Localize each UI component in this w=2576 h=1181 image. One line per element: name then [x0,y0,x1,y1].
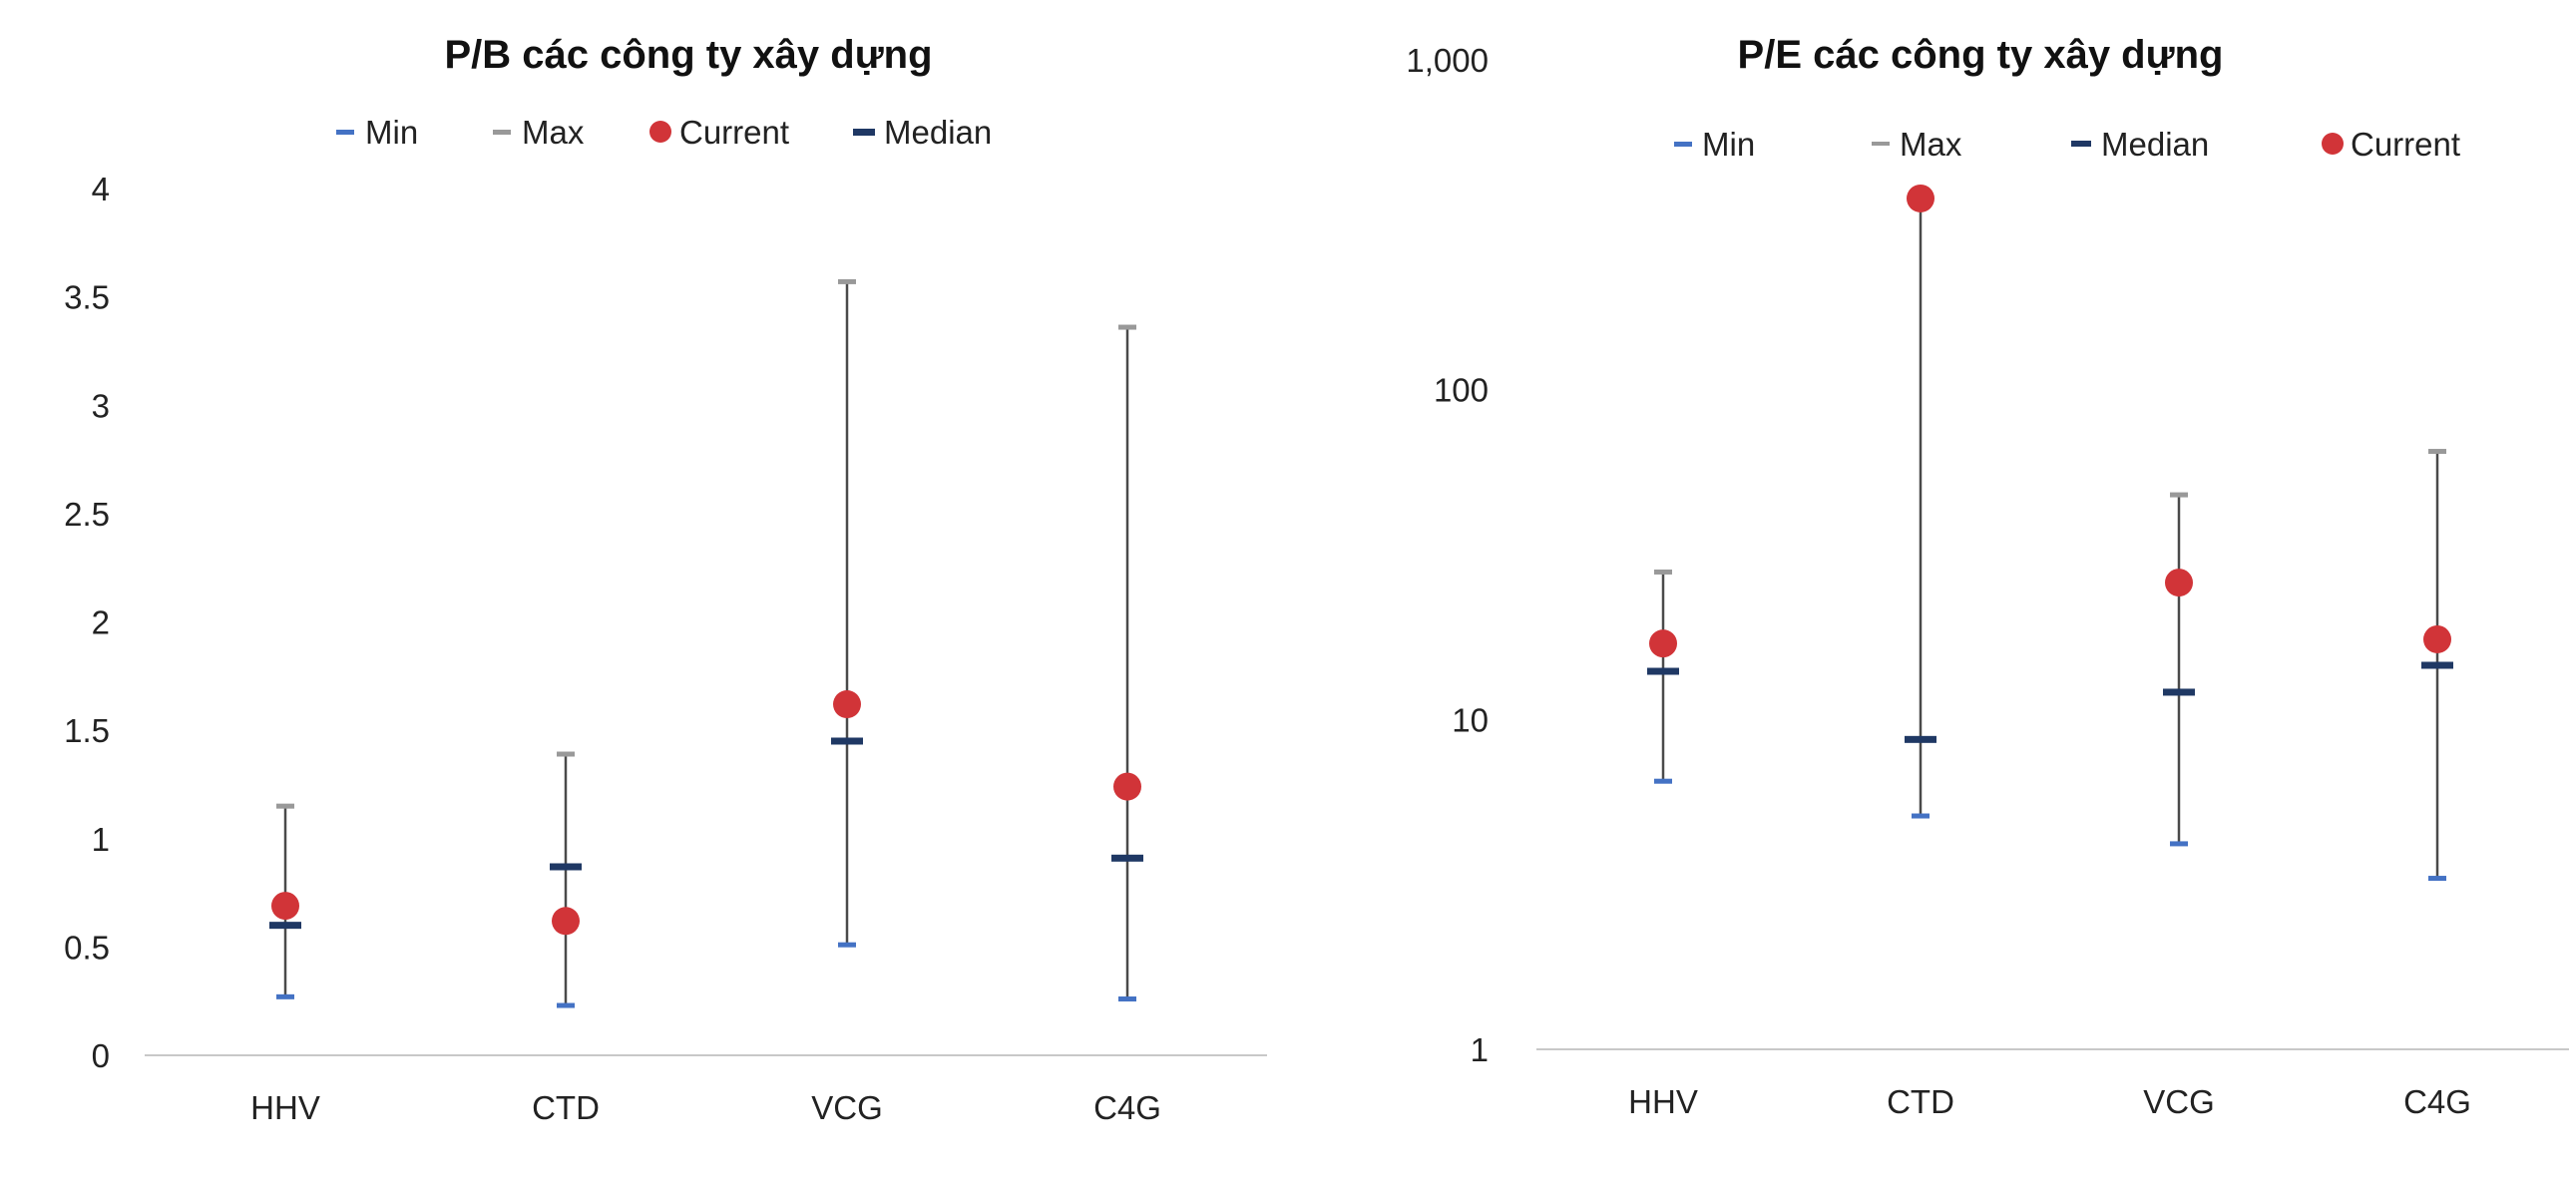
pb-legend-max-label: Max [522,114,585,151]
pb-max-mark-ctd [557,751,575,757]
pb-legend: Min Max Current Median [336,114,992,151]
pb-y-tick-label: 4 [92,171,110,207]
pe-x-tick-label: C4G [2403,1083,2471,1120]
pe-current-point-vcg [2165,569,2193,597]
pe-y-tick-label: 10 [1452,701,1489,738]
pb-max-mark-vcg [838,278,856,284]
pb-x-tick-label: C4G [1093,1089,1161,1126]
pe-median-mark-c4g [2421,661,2453,669]
pb-min-mark-c4g [1118,996,1136,1002]
pb-current-point-ctd [552,907,580,936]
pe-legend-median-marker [2071,141,2091,147]
pe-legend-max-marker [1872,142,1890,146]
pe-y-tick-label: 1 [1471,1031,1489,1068]
pb-y-tick-label: 3 [92,387,110,424]
pe-legend-min-label: Min [1702,126,1755,163]
pb-legend-current-label: Current [679,114,789,151]
pe-median-mark-hhv [1647,667,1679,675]
pb-x-tick-label: CTD [532,1089,600,1126]
pb-min-mark-ctd [557,1002,575,1008]
pb-legend-min-label: Min [365,114,418,151]
pe-max-mark-vcg [2170,492,2188,498]
pb-y-axis-ticks: 0 0.5 1 1.5 2 2.5 3 3.5 4 [64,171,110,1074]
pe-min-mark-hhv [1654,778,1672,784]
pe-current-point-c4g [2423,624,2451,653]
pb-y-tick-label: 0.5 [64,929,110,966]
pb-x-tick-label: VCG [811,1089,883,1126]
pe-legend-current-label: Current [2351,126,2460,163]
pe-y-tick-label: 100 [1434,372,1489,409]
pb-legend-max-marker [493,130,511,135]
pb-legend-median-marker [853,129,875,136]
pe-median-mark-vcg [2163,688,2195,696]
pb-y-tick-label: 1 [92,821,110,858]
pb-current-point-c4g [1113,772,1141,801]
pe-min-mark-c4g [2428,876,2446,882]
pe-median-mark-ctd [1905,735,1936,743]
pb-y-tick-label: 3.5 [64,279,110,316]
pb-x-axis-ticks: HHV CTD VCG C4G [250,1089,1161,1126]
pe-current-point-hhv [1649,629,1677,658]
pe-legend-max-label: Max [1900,126,1962,163]
pe-marks [1647,184,2453,882]
pe-min-mark-vcg [2170,841,2188,847]
pe-max-mark-hhv [1654,569,1672,575]
pe-x-tick-label: CTD [1887,1083,1954,1120]
pb-legend-current-marker [649,121,671,143]
pe-max-mark-c4g [2428,449,2446,455]
pb-current-point-vcg [833,690,861,719]
pb-min-mark-hhv [276,993,294,999]
pb-median-mark-hhv [269,922,301,930]
pb-median-mark-c4g [1111,854,1143,862]
pe-legend-current-marker [2322,133,2344,155]
pb-legend-median-label: Median [884,114,992,151]
pb-legend-min-marker [336,130,354,135]
pe-current-point-ctd [1907,184,1934,212]
pb-median-mark-vcg [831,737,863,745]
pb-max-mark-c4g [1118,324,1136,330]
pb-y-tick-label: 0 [92,1037,110,1074]
pb-marks [269,278,1143,1008]
pe-min-mark-ctd [1912,813,1930,819]
pb-chart: P/B các công ty xây dựng Min Max Current… [64,33,1267,1126]
pb-y-tick-label: 2 [92,604,110,641]
pe-legend-min-marker [1674,142,1692,147]
pb-y-tick-label: 2.5 [64,496,110,533]
pb-max-mark-hhv [276,803,294,809]
pe-legend: Min Max Median Current [1674,126,2460,163]
pb-x-tick-label: HHV [250,1089,320,1126]
pb-chart-title: P/B các công ty xây dựng [444,33,932,77]
pb-median-mark-ctd [550,863,582,871]
pe-legend-median-label: Median [2101,126,2209,163]
pe-chart-title: P/E các công ty xây dựng [1738,33,2224,77]
pb-y-tick-label: 1.5 [64,712,110,749]
pe-x-axis-ticks: HHV CTD VCG C4G [1628,1083,2471,1120]
pe-y-tick-label: 1,000 [1406,42,1489,79]
pe-y-axis-ticks: 1 10 100 1,000 [1406,42,1489,1068]
pb-min-mark-vcg [838,942,856,948]
pe-chart: P/E các công ty xây dựng Min Max Median … [1406,33,2569,1120]
pe-x-tick-label: VCG [2143,1083,2215,1120]
pe-x-tick-label: HHV [1628,1083,1698,1120]
pb-current-point-hhv [271,892,299,921]
